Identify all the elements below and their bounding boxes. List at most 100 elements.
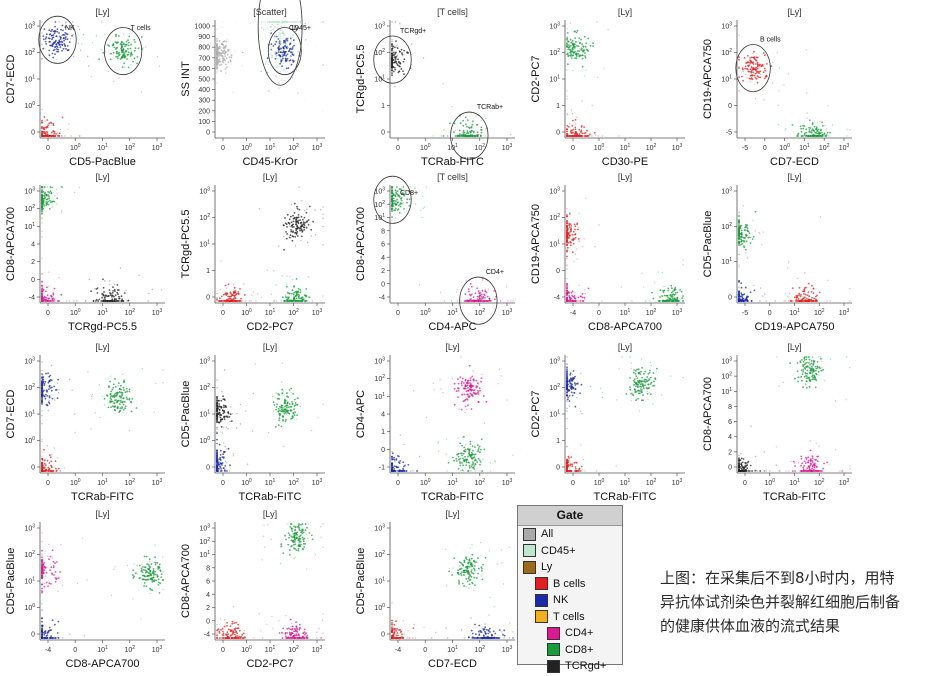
- data-point: [48, 192, 51, 194]
- data-point: [566, 98, 568, 100]
- data-point: [60, 28, 62, 31]
- data-point: [136, 62, 139, 65]
- data-point: [53, 200, 56, 203]
- data-point: [223, 47, 226, 50]
- data-point: [104, 33, 106, 35]
- data-point: [224, 55, 226, 57]
- data-point: [459, 461, 461, 463]
- data-point: [745, 299, 747, 302]
- data-point: [271, 56, 274, 59]
- data-point: [749, 60, 752, 62]
- data-point: [239, 300, 241, 302]
- data-point: [216, 28, 218, 31]
- data-point: [225, 72, 227, 74]
- data-point: [454, 135, 457, 137]
- data-point: [472, 370, 474, 372]
- data-point: [308, 205, 311, 208]
- data-point: [667, 289, 670, 292]
- data-point: [469, 385, 472, 387]
- data-point: [456, 460, 458, 462]
- data-point: [403, 208, 405, 210]
- data-point: [111, 294, 114, 297]
- data-point: [224, 50, 227, 53]
- data-point: [73, 413, 76, 415]
- data-point: [282, 390, 285, 392]
- data-point: [566, 255, 568, 258]
- data-point: [305, 211, 308, 214]
- data-point: [155, 382, 157, 385]
- data-point: [576, 45, 578, 47]
- data-point: [418, 284, 421, 286]
- data-point: [252, 291, 255, 293]
- data-point: [310, 235, 312, 237]
- data-point: [267, 432, 270, 434]
- data-point: [808, 300, 810, 302]
- data-point: [113, 46, 116, 49]
- data-point: [305, 226, 307, 228]
- data-point: [115, 298, 118, 301]
- population-cluster: [244, 362, 324, 448]
- data-point: [58, 300, 61, 302]
- data-point: [846, 135, 848, 137]
- data-point: [400, 197, 403, 199]
- gate-outline: [267, 27, 302, 76]
- data-point: [123, 401, 125, 403]
- data-point: [288, 389, 291, 391]
- data-point: [676, 291, 679, 294]
- data-point: [288, 59, 291, 62]
- data-point: [585, 48, 588, 51]
- data-point: [112, 290, 114, 292]
- data-point: [56, 28, 59, 30]
- data-point: [574, 233, 576, 236]
- data-point: [101, 296, 103, 299]
- data-point: [477, 290, 480, 293]
- data-point: [397, 65, 399, 67]
- data-point: [437, 450, 440, 452]
- data-point: [829, 300, 831, 302]
- data-point: [287, 221, 290, 224]
- data-point: [465, 280, 467, 282]
- y-tick-label: 1: [381, 429, 385, 436]
- x-tick-label: 102: [288, 143, 299, 152]
- x-tick-label: 100: [420, 143, 431, 152]
- data-point: [47, 124, 49, 127]
- data-point: [127, 300, 129, 302]
- scatter-plot: [Ly]0 100 101 102 103-1014101102103TCRab-FIT…: [355, 342, 515, 503]
- y-tick-label: 101: [24, 410, 35, 419]
- y-tick-label: 103: [721, 22, 732, 31]
- data-point: [578, 240, 580, 242]
- data-point: [293, 285, 295, 287]
- data-point: [41, 127, 43, 129]
- data-point: [391, 69, 393, 72]
- data-point: [473, 465, 476, 467]
- data-point: [682, 295, 684, 297]
- data-point: [457, 467, 460, 470]
- data-point: [160, 289, 163, 291]
- data-point: [762, 231, 765, 233]
- data-point: [270, 293, 273, 295]
- data-point: [220, 52, 223, 55]
- data-point: [100, 300, 103, 302]
- data-point: [223, 442, 225, 444]
- data-point: [120, 40, 123, 43]
- data-point: [228, 298, 231, 300]
- data-point: [749, 242, 752, 245]
- data-point: [295, 278, 298, 280]
- x-axis-label: CD5-PacBlue: [69, 156, 136, 168]
- data-point: [391, 57, 393, 60]
- data-point: [466, 382, 468, 385]
- data-point: [277, 27, 279, 30]
- data-point: [457, 389, 460, 392]
- data-point: [280, 60, 282, 63]
- data-point: [151, 288, 154, 290]
- data-point: [230, 292, 232, 295]
- data-point: [112, 286, 114, 288]
- plot-title: [Ly]: [263, 342, 277, 352]
- data-point: [573, 135, 576, 137]
- data-point: [571, 290, 574, 293]
- data-point: [571, 124, 574, 127]
- data-point: [304, 221, 307, 224]
- data-point: [778, 67, 781, 69]
- data-point: [453, 459, 455, 462]
- data-point: [480, 380, 482, 383]
